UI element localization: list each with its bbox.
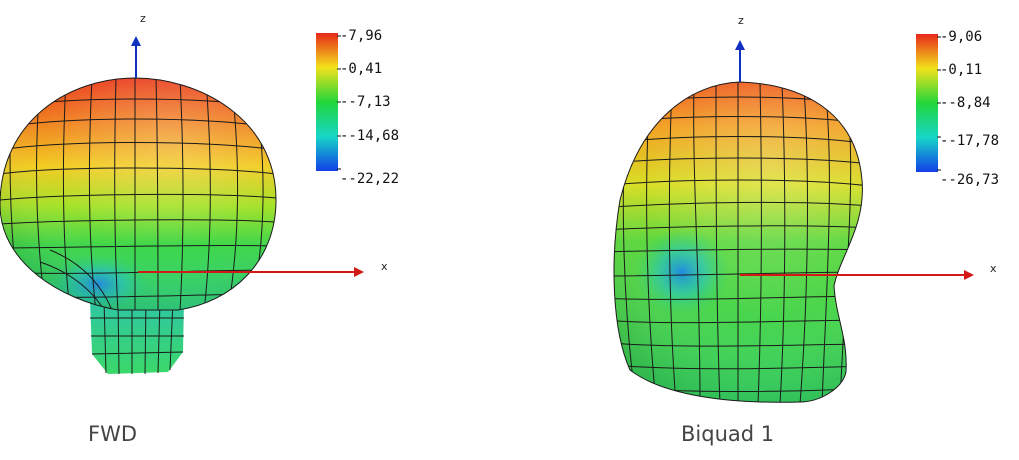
biquad-colorbar-tick-1: -9,06 [940,29,982,45]
biquad-caption: Biquad 1 [681,422,774,446]
biquad-x-arrowhead-icon [964,270,974,280]
biquad-z-axis: z [735,14,745,82]
fwd-x-axis-label: x [381,260,388,273]
fwd-caption: FWD [88,422,137,446]
biquad-z-axis-label: z [738,14,744,27]
biquad-colorbar-tick-5: --26,73 [940,172,999,188]
biquad-colorbar-tick-3: --8,84 [940,95,991,111]
fwd-colorbar: -7,96 -0,41 --7,13 --14,68 --22,22 [316,28,399,187]
biquad-colorbar-tick-2: -0,11 [940,62,982,78]
fwd-x-axis: x [138,260,388,277]
biquad-panel: z x -9,06 -0,11 --8,84 --17,78 --26,73 B… [613,14,999,446]
fwd-x-arrowhead-icon [354,267,364,277]
fwd-panel: z x -7,96 -0,41 --7,13 --14,68 --22,22 F… [0,12,399,446]
fwd-radiation-pattern [0,77,277,375]
biquad-colorbar: -9,06 -0,11 --8,84 --17,78 --26,73 [916,29,999,188]
biquad-x-axis: x [740,262,997,280]
fwd-stem-mesh [90,299,184,375]
fwd-z-axis: z [131,12,146,78]
fwd-z-axis-label: z [140,12,146,25]
fwd-z-arrowhead-icon [131,36,141,46]
biquad-colorbar-tick-4: --17,78 [940,133,999,149]
fwd-colorbar-gradient [316,33,338,171]
biquad-x-axis-label: x [990,262,997,275]
fwd-colorbar-tick-5: --22,22 [340,171,399,187]
fwd-colorbar-tick-4: --14,68 [340,128,399,144]
biquad-colorbar-gradient [916,34,938,172]
biquad-radiation-pattern [613,81,863,403]
fwd-colorbar-tick-2: -0,41 [340,61,382,77]
fwd-colorbar-tick-3: --7,13 [340,94,391,110]
fwd-colorbar-tick-1: -7,96 [340,28,382,44]
biquad-z-arrowhead-icon [735,40,745,50]
